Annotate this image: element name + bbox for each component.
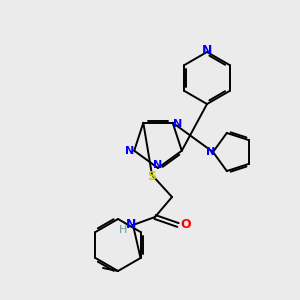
Text: O: O [181,218,191,232]
Text: N: N [202,44,212,58]
Text: N: N [153,160,163,170]
Text: N: N [124,146,134,156]
Text: N: N [126,218,136,230]
Text: N: N [206,147,216,157]
Text: S: S [148,169,157,182]
Text: N: N [173,119,182,129]
Text: H: H [119,225,127,235]
